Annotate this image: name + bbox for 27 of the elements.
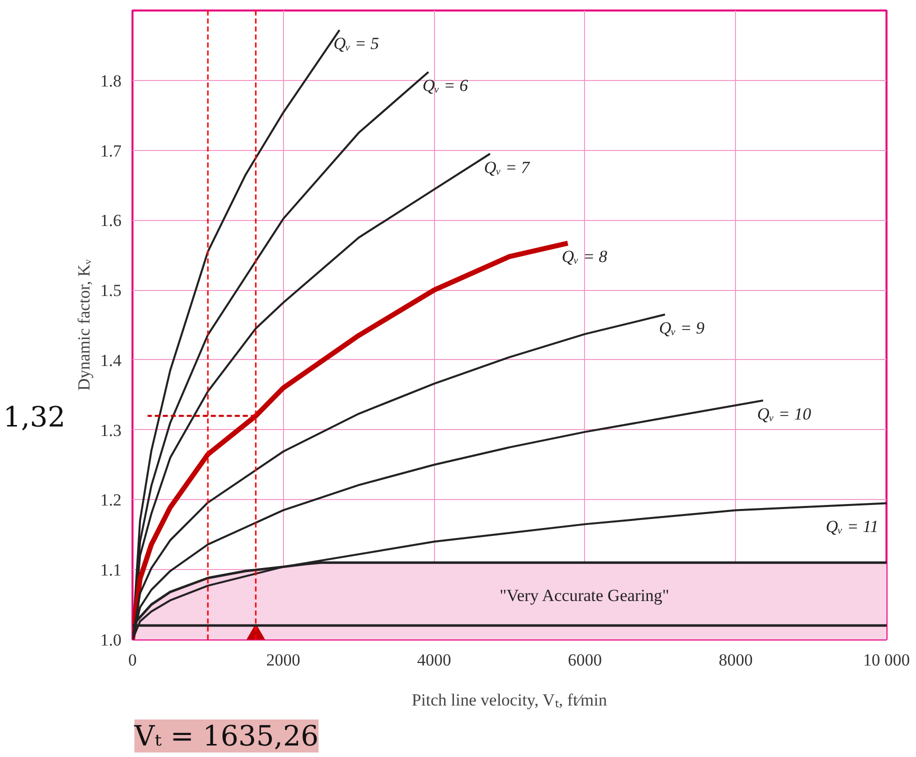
series-label: Qᵥ = 10 [757, 404, 812, 424]
series-label: Qᵥ = 11 [826, 517, 879, 536]
y-tick-label: 1.1 [100, 560, 122, 580]
x-tick-label: 10 000 [863, 650, 910, 670]
y-tick-label: 1.4 [100, 350, 122, 370]
series-label: Qᵥ = 5 [333, 34, 379, 54]
x-tick-label: 2000 [266, 650, 300, 670]
text: 1,32 [3, 400, 66, 434]
x-axis-title: Pitch line velocity, Vₜ, ft∕min [412, 690, 608, 710]
x-tick-label: 8000 [718, 650, 753, 670]
y-tick-label: 1.7 [100, 141, 122, 160]
x-tick-label: 4000 [417, 650, 452, 670]
y-axis-title: Dynamic factor, Kᵥ [74, 258, 94, 391]
y-tick-label: 1.0 [100, 630, 122, 650]
y-tick-label: 1.5 [100, 281, 122, 300]
series-label: Qᵥ = 9 [658, 318, 705, 338]
y-tick-label: 1.2 [100, 490, 122, 510]
y-tick-label: 1.6 [100, 211, 122, 230]
series-label: Qᵥ = 6 [422, 76, 468, 95]
y-tick-label: 1.8 [100, 71, 122, 90]
x-tick-label: 6000 [568, 650, 602, 670]
annotation: "Very Accurate Gearing" [500, 586, 670, 605]
series-label: Qᵥ = 8 [562, 247, 608, 266]
x-tick-label: 0 [128, 650, 137, 670]
y-tick-label: 1.3 [100, 420, 122, 440]
series-label: Qᵥ = 7 [484, 158, 532, 177]
annotation: Vₜ = 1635,26 [133, 720, 319, 752]
